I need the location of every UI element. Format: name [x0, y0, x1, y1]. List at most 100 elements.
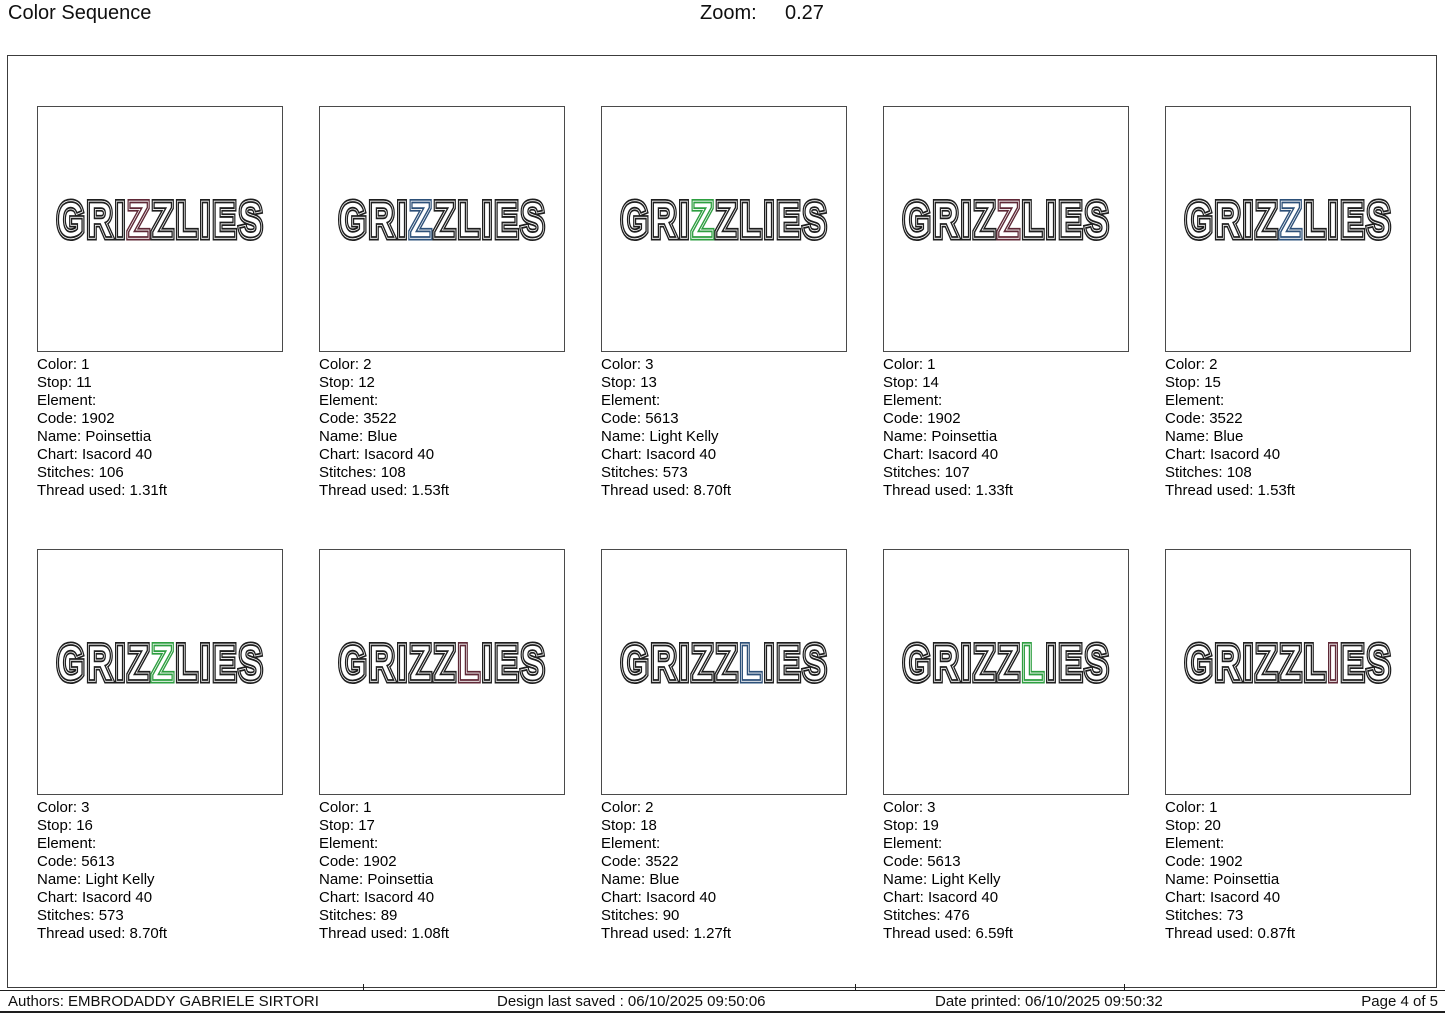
code-line: Code: 1902: [1165, 853, 1243, 870]
letter: R: [933, 637, 960, 689]
chart-line: Chart: Isacord 40: [37, 889, 153, 906]
page-title: Color Sequence: [8, 2, 152, 24]
thread-line: Thread used: 1.53ft: [1165, 482, 1296, 499]
highlighted-letter: L: [740, 637, 763, 689]
grizzlies-artwork: GRIZZLIES: [338, 637, 546, 689]
code-line: Code: 3522: [319, 410, 397, 427]
stop-metadata: Color: 2 Stop: 12 Element: Code: 3522 Na…: [319, 356, 565, 500]
zoom-value: 0.27: [785, 2, 824, 24]
letter: R: [651, 194, 678, 246]
color-sequence-sheet: GRIZZLIES Color: 1 Stop: 11 Element: Cod…: [7, 55, 1437, 988]
element-line: Element:: [37, 835, 97, 852]
name-line: Name: Poinsettia: [37, 428, 152, 445]
chart-line: Chart: Isacord 40: [883, 446, 999, 463]
letter: Z: [973, 637, 996, 689]
footer-divider-tick: [1124, 984, 1125, 991]
letter: E: [1340, 637, 1365, 689]
letter: S: [1367, 637, 1392, 689]
stop-line: Stop: 11: [37, 374, 92, 391]
letter: G: [57, 194, 85, 246]
chart-line: Chart: Isacord 40: [319, 446, 435, 463]
element-line: Element:: [37, 392, 97, 409]
design-thumbnail: GRIZZLIES: [1165, 549, 1411, 795]
stop-metadata: Color: 1 Stop: 20 Element: Code: 1902 Na…: [1165, 799, 1411, 943]
letter: I: [482, 637, 493, 689]
letter: L: [740, 194, 763, 246]
grizzlies-artwork: GRIZZLIES: [56, 194, 264, 246]
name-line: Name: Poinsettia: [883, 428, 998, 445]
grizzlies-artwork: GRIZZLIES: [620, 194, 828, 246]
chart-line: Chart: Isacord 40: [883, 889, 999, 906]
chart-line: Chart: Isacord 40: [319, 889, 435, 906]
thread-line: Thread used: 1.33ft: [883, 482, 1014, 499]
color-line: Color: 1: [37, 356, 90, 373]
highlighted-letter: I: [1328, 637, 1339, 689]
code-line: Code: 1902: [319, 853, 397, 870]
letter: S: [521, 637, 546, 689]
name-line: Name: Poinsettia: [1165, 871, 1280, 888]
letter: S: [239, 194, 264, 246]
chart-line: Chart: Isacord 40: [1165, 889, 1281, 906]
stitches-line: Stitches: 476: [883, 907, 970, 924]
highlighted-letter: Z: [1280, 194, 1303, 246]
letter: S: [803, 637, 828, 689]
grizzlies-artwork: GRIZZLIES: [338, 194, 546, 246]
code-line: Code: 3522: [601, 853, 679, 870]
letter: G: [339, 637, 367, 689]
letter: I: [200, 194, 211, 246]
letter: S: [1085, 637, 1110, 689]
design-thumbnail: GRIZZLIES: [319, 106, 565, 352]
letter: E: [776, 194, 801, 246]
name-line: Name: Light Kelly: [37, 871, 155, 888]
letter: R: [1215, 194, 1242, 246]
letter: I: [115, 194, 126, 246]
stitches-line: Stitches: 108: [1165, 464, 1252, 481]
thread-line: Thread used: 1.31ft: [37, 482, 168, 499]
letter: Z: [716, 637, 739, 689]
code-line: Code: 3522: [1165, 410, 1243, 427]
grizzlies-artwork: GRIZZLIES: [902, 637, 1110, 689]
color-line: Color: 3: [883, 799, 936, 816]
date-printed-text: Date printed: 06/10/2025 09:50:32: [935, 993, 1163, 1010]
stop-line: Stop: 20: [1165, 817, 1221, 834]
highlighted-letter: L: [1022, 637, 1045, 689]
element-line: Element:: [601, 392, 661, 409]
color-line: Color: 1: [883, 356, 936, 373]
authors-text: Authors: EMBRODADDY GABRIELE SIRTORI: [8, 993, 319, 1010]
color-line: Color: 3: [601, 356, 654, 373]
name-line: Name: Blue: [1165, 428, 1244, 445]
letter: R: [369, 194, 396, 246]
code-line: Code: 5613: [601, 410, 679, 427]
letter: L: [176, 194, 199, 246]
thumbnail-row-2: GRIZZLIES Color: 3 Stop: 16 Element: Cod…: [37, 549, 1411, 943]
zoom-label: Zoom:: [700, 2, 757, 24]
thread-line: Thread used: 6.59ft: [883, 925, 1014, 942]
letter: E: [212, 637, 237, 689]
letter: Z: [716, 194, 739, 246]
color-stop-cell-14: GRIZZLIES Color: 1 Stop: 14 Element: Cod…: [883, 106, 1129, 500]
stitches-line: Stitches: 73: [1165, 907, 1244, 924]
design-thumbnail: GRIZZLIES: [601, 106, 847, 352]
letter: I: [1046, 194, 1057, 246]
stop-metadata: Color: 1 Stop: 11 Element: Code: 1902 Na…: [37, 356, 283, 500]
name-line: Name: Blue: [601, 871, 680, 888]
name-line: Name: Blue: [319, 428, 398, 445]
code-line: Code: 1902: [37, 410, 115, 427]
letter: I: [1243, 637, 1254, 689]
code-line: Code: 5613: [37, 853, 115, 870]
color-line: Color: 2: [601, 799, 654, 816]
name-line: Name: Light Kelly: [883, 871, 1001, 888]
element-line: Element:: [1165, 835, 1225, 852]
color-stop-cell-13: GRIZZLIES Color: 3 Stop: 13 Element: Cod…: [601, 106, 847, 500]
letter: Z: [127, 637, 150, 689]
grizzlies-artwork: GRIZZLIES: [56, 637, 264, 689]
letter: R: [651, 637, 678, 689]
letter: I: [1046, 637, 1057, 689]
letter: S: [521, 194, 546, 246]
letter: I: [961, 637, 972, 689]
design-thumbnail: GRIZZLIES: [37, 549, 283, 795]
stop-line: Stop: 19: [883, 817, 939, 834]
letter: R: [369, 637, 396, 689]
stitches-line: Stitches: 573: [37, 907, 124, 924]
design-thumbnail: GRIZZLIES: [601, 549, 847, 795]
